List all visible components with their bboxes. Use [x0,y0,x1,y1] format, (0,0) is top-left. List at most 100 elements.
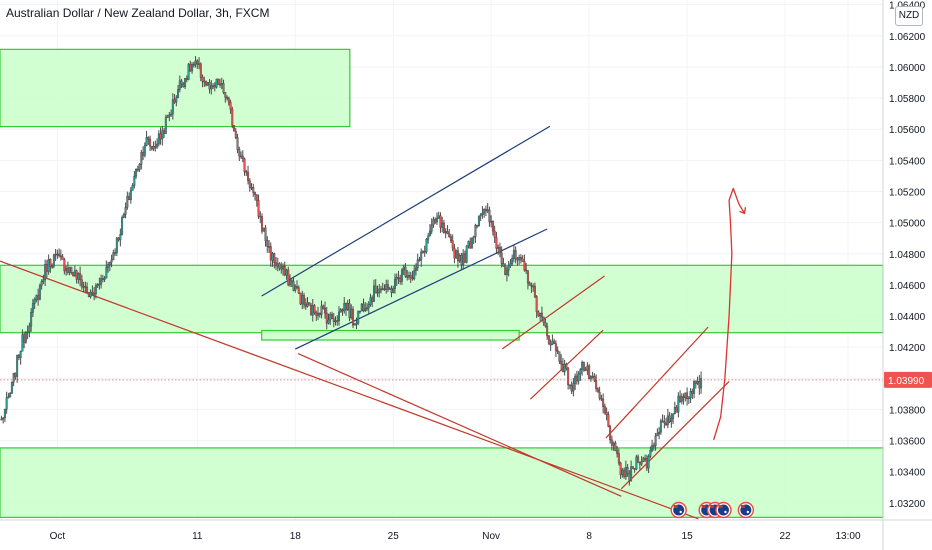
candle-body [89,291,92,298]
candle-body [441,222,444,228]
candle-body [360,303,363,312]
candle-body [642,458,645,462]
candle-body [546,325,549,337]
candle-body [31,303,34,313]
candle-body [17,354,20,358]
candle-body [358,310,361,313]
candle-body [66,268,69,273]
candle-body [673,407,676,415]
candle-body [170,113,173,116]
candle-body [483,209,486,214]
candle-body [420,251,423,261]
candle-body [507,265,510,271]
candle-body [45,263,48,272]
candle-body [607,414,610,427]
candle-body [532,285,535,288]
candle-body [588,365,591,379]
candle-body [388,288,391,290]
candle-body [476,224,479,227]
candle-body [58,253,61,257]
candle-body [247,171,250,181]
candle-body [526,270,529,284]
candle-body [171,99,174,115]
candle-body [44,263,47,280]
y-tick-label: 1.06000 [889,63,926,74]
candle-body [451,240,454,249]
candle-body [290,279,293,282]
candle-body [87,292,90,298]
candle-body [565,363,568,369]
candle-body [488,209,491,223]
trend-line-red [502,275,605,350]
candle-body [19,351,22,358]
price-series [0,56,703,486]
candle-body [505,269,508,275]
candle-body [215,78,218,88]
candle-body [413,270,416,279]
candle-body [500,252,503,264]
candle-body [654,435,657,446]
candle-body [203,80,206,83]
candle-body [458,255,461,262]
candle-body [437,215,440,219]
candle-body [614,442,617,452]
candle-body [598,391,601,399]
candle-body [647,455,650,469]
candle-body [236,137,239,150]
candle-body [348,303,351,318]
candle-body [411,277,414,280]
candle-body [105,267,108,279]
candle-body [365,307,368,310]
candle-body [42,279,45,282]
candle-body [220,83,223,85]
currency-badge[interactable]: NZD [895,6,923,26]
candle-body [161,130,164,140]
candle-body [201,77,204,82]
candle-body [630,466,633,481]
candle-body [595,380,598,389]
candle-body [666,415,669,426]
candle-body [672,413,675,419]
x-tick-label: 22 [779,531,791,542]
candle-body [596,388,599,393]
candle-body [563,363,566,373]
candle-body [257,200,260,217]
candle-body [304,304,307,307]
candle-body [397,276,400,279]
event-flag-icon [715,501,732,519]
candle-body [516,258,519,261]
candle-body [213,85,216,88]
candle-body [119,234,122,241]
candle-body [404,266,407,277]
candle-body [38,285,41,300]
candle-body [40,281,43,286]
candle-body [285,269,288,276]
candle-body [0,418,3,421]
candle-body [224,92,227,98]
candle-body [54,254,57,256]
candle-body [679,395,682,402]
last-price-label: 1.03990 [888,376,925,387]
candle-body [180,80,183,85]
candle-body [273,253,276,263]
candle-body [128,196,131,201]
candle-body [444,231,447,234]
candle-body [421,251,424,253]
candle-body [600,397,603,400]
candle-body [623,469,626,477]
candle-body [369,297,372,305]
event-flag-icon [737,501,755,519]
candle-body [581,362,584,370]
trend-line-red [297,353,622,497]
candle-body [385,284,388,290]
candle-body [518,257,521,261]
candle-body [159,133,162,140]
candle-body [100,278,103,285]
x-tick-label: 11 [192,531,203,542]
candle-body [656,433,659,437]
candle-body [355,322,358,325]
x-tick-label: Nov [482,531,500,542]
candle-body [621,469,624,476]
